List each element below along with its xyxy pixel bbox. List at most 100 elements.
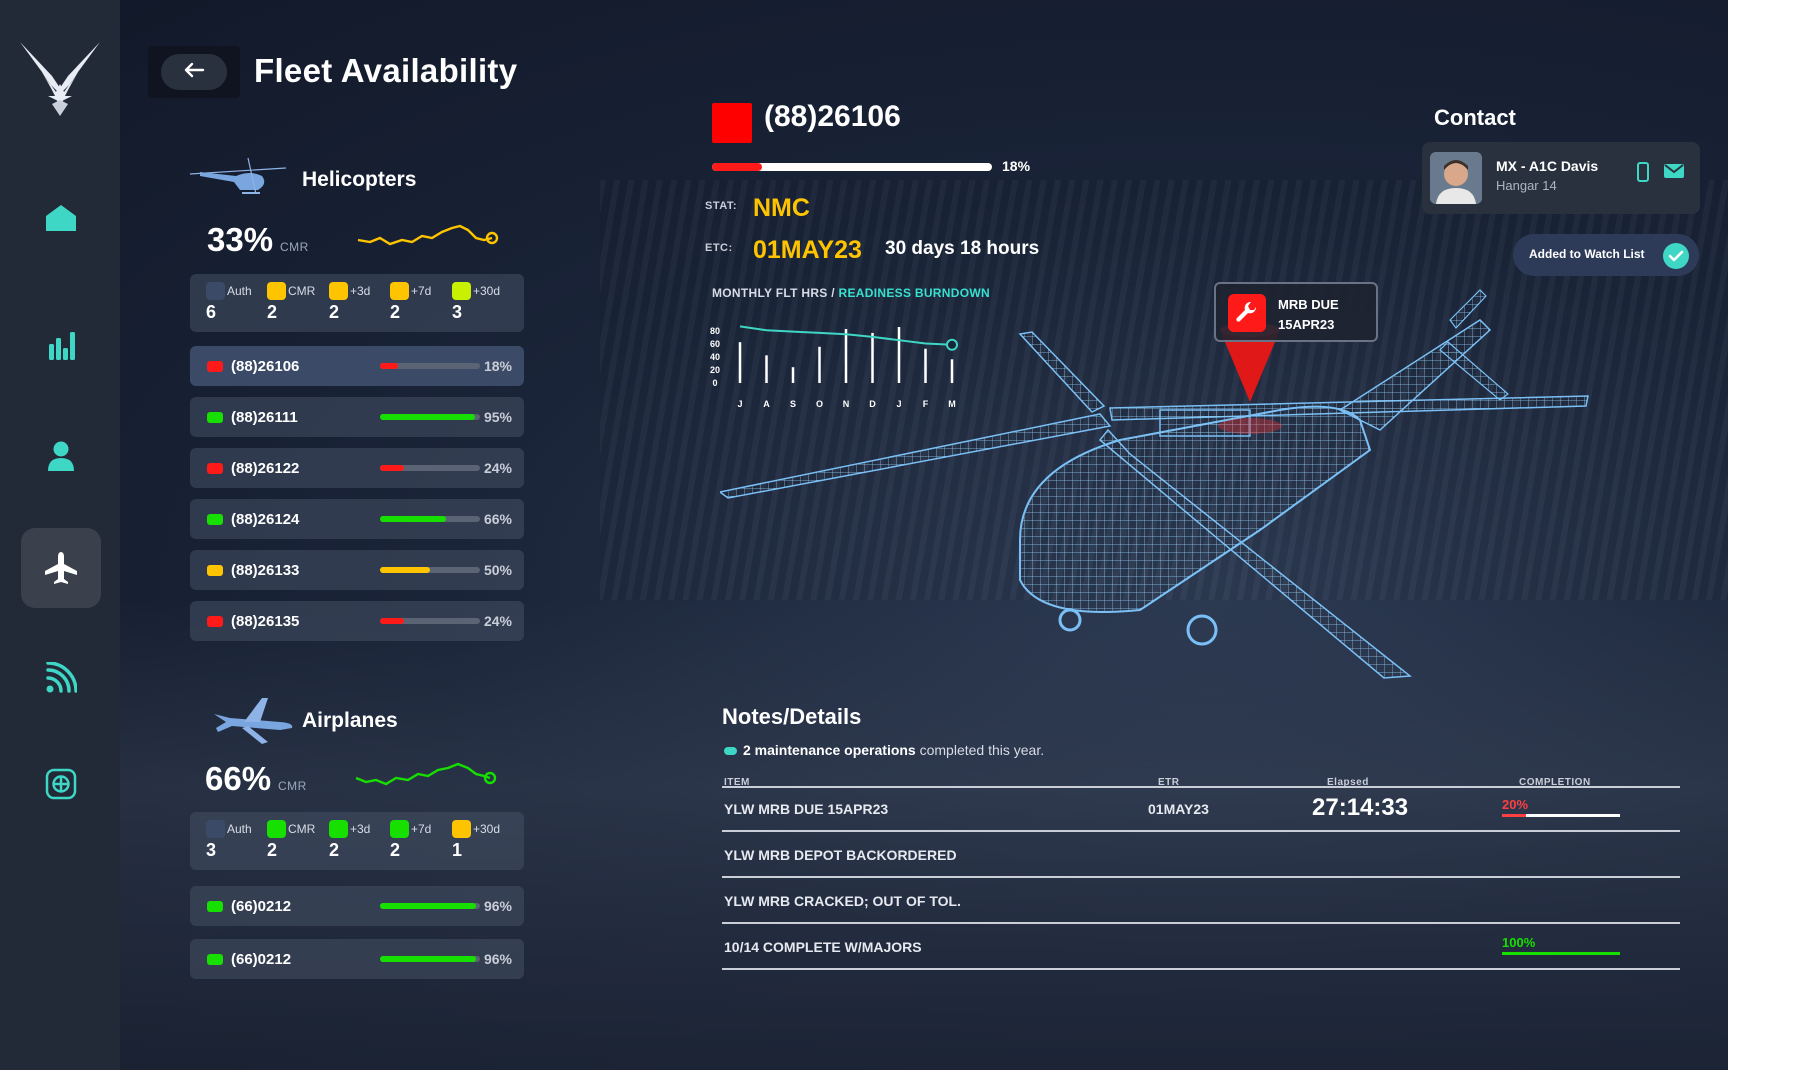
readiness-track — [380, 956, 480, 962]
helicopters-stats: Auth 6 CMR 2 +3d 2 +7d 2 +30d 3 — [190, 274, 524, 332]
aircraft-id: (88)26122 — [231, 460, 300, 477]
col-completion: COMPLETION — [1519, 777, 1591, 788]
stat-value: 2 — [329, 840, 340, 861]
aircraft-row[interactable]: (66)0212 96% — [190, 886, 524, 926]
nav-personnel[interactable] — [21, 416, 101, 496]
mail-icon[interactable] — [1664, 164, 1684, 183]
airplane-icon — [210, 692, 296, 751]
cell-item: YLW MRB DUE 15APR23 — [724, 801, 889, 817]
airplanes-stats: Auth 3 CMR 2 +3d 2 +7d 2 +30d 1 — [190, 812, 524, 870]
aircraft-row[interactable]: (88)26133 50% — [190, 550, 524, 590]
aircraft-row[interactable]: (66)0212 96% — [190, 939, 524, 979]
watch-list-label: Added to Watch List — [1529, 247, 1645, 261]
x-tick-label: O — [816, 399, 823, 409]
signal-icon — [45, 662, 77, 694]
nav-home[interactable] — [21, 178, 101, 258]
mrb-due-tag[interactable]: MRB DUE 15APR23 — [1214, 282, 1378, 342]
contact-name: MX - A1C Davis — [1496, 158, 1599, 174]
etc-label: ETC: — [705, 242, 733, 254]
stat-plus-30d: +30d 3 — [452, 282, 500, 323]
aircraft-id: (88)26124 — [231, 511, 300, 528]
person-icon — [46, 440, 76, 472]
completion-pct: 100% — [1502, 935, 1536, 950]
completion-fill — [1502, 952, 1620, 955]
x-tick-label: M — [948, 399, 956, 409]
page-title: Fleet Availability — [254, 52, 518, 89]
stat-color-swatch — [390, 282, 409, 300]
status-dot — [207, 616, 223, 627]
y-tick-label: 0 — [712, 378, 717, 388]
readiness-fill — [380, 465, 404, 471]
aircraft-row[interactable]: (88)26135 24% — [190, 601, 524, 641]
y-tick-label: 40 — [710, 352, 720, 362]
stat-value: 3 — [452, 302, 463, 323]
readiness-fill — [380, 516, 446, 522]
x-tick-label: J — [896, 399, 901, 409]
chart-title: MONTHLY FLT HRS / READINESS BURNDOWN — [712, 286, 990, 300]
table-divider — [722, 786, 1680, 788]
readiness-chart: 80 60 40 20 0 J A S O N D J F M — [710, 325, 958, 409]
readiness-pct: 18% — [483, 358, 512, 374]
stat-color-swatch — [452, 282, 471, 300]
aircraft-id: (88)26106 — [231, 358, 300, 375]
table-divider — [722, 968, 1680, 970]
cell-item: 10/14 COMPLETE W/MAJORS — [724, 939, 922, 955]
status-dot — [207, 361, 223, 372]
nav-grid[interactable] — [21, 744, 101, 824]
back-button[interactable] — [148, 46, 240, 98]
aircraft-row[interactable]: (88)26124 66% — [190, 499, 524, 539]
app-window: Fleet Availability Helicopters 33% CMR A… — [0, 0, 1728, 1070]
mrb-date: 15APR23 — [1278, 317, 1335, 332]
stat-plus-30d: +30d 1 — [452, 820, 500, 861]
stat-color-swatch — [390, 820, 409, 838]
airplane-icon — [43, 550, 79, 586]
nav-fleet[interactable] — [21, 528, 101, 608]
contact-location: Hangar 14 — [1496, 178, 1557, 193]
x-tick-label: N — [843, 399, 850, 409]
phone-icon[interactable] — [1636, 162, 1650, 187]
arrow-left-icon — [183, 62, 205, 83]
contact-card[interactable]: MX - A1C Davis Hangar 14 — [1422, 142, 1700, 214]
stat-Auth: Auth 6 — [206, 282, 252, 323]
helicopters-cmr-pct: 33% — [207, 221, 274, 258]
stat-label: +7d — [411, 284, 432, 298]
airplanes-trend-line — [355, 762, 497, 786]
status-dot — [207, 901, 223, 912]
stat-plus-7d: +7d 2 — [390, 820, 431, 861]
x-tick-label: A — [763, 399, 770, 409]
nav-signal[interactable] — [21, 638, 101, 718]
stat-plus-3d: +3d 2 — [329, 282, 370, 323]
aircraft-id: (88)26133 — [231, 562, 300, 579]
readiness-track — [380, 465, 480, 471]
readiness-pct: 24% — [483, 460, 512, 476]
home-icon — [44, 203, 78, 233]
helicopter-wireframe — [720, 289, 1589, 679]
stat-value: 6 — [206, 302, 217, 323]
aircraft-row[interactable]: (88)26122 24% — [190, 448, 524, 488]
stat-label: +30d — [473, 822, 501, 836]
stat-label: +3d — [350, 284, 371, 298]
stat-plus-3d: +3d 2 — [329, 820, 370, 861]
stat-label: Auth — [227, 822, 252, 836]
stat-value: 2 — [267, 840, 278, 861]
notes-title: Notes/Details — [722, 704, 862, 729]
stat-value: 1 — [452, 840, 463, 861]
stat-color-swatch — [267, 820, 286, 838]
stat-label: CMR — [288, 822, 316, 836]
contact-title: Contact — [1434, 105, 1516, 130]
aircraft-row[interactable]: (88)26111 95% — [190, 397, 524, 437]
cell-elapsed: 27:14:33 — [1312, 794, 1409, 821]
status-dot — [207, 565, 223, 576]
watch-list-button[interactable]: Added to Watch List — [1513, 234, 1699, 276]
nav-analytics[interactable] — [21, 304, 101, 384]
stat-label: +3d — [350, 822, 371, 836]
stat-CMR: CMR 2 — [267, 820, 315, 861]
readiness-fill — [380, 956, 476, 962]
readiness-fill — [380, 618, 404, 624]
readiness-track — [380, 567, 480, 573]
x-tick-label: J — [737, 399, 742, 409]
stat-color-swatch — [206, 820, 225, 838]
aircraft-row[interactable]: (88)26106 18% — [190, 346, 524, 386]
col-elapsed: Elapsed — [1327, 777, 1369, 788]
bar-chart-icon — [47, 328, 75, 360]
